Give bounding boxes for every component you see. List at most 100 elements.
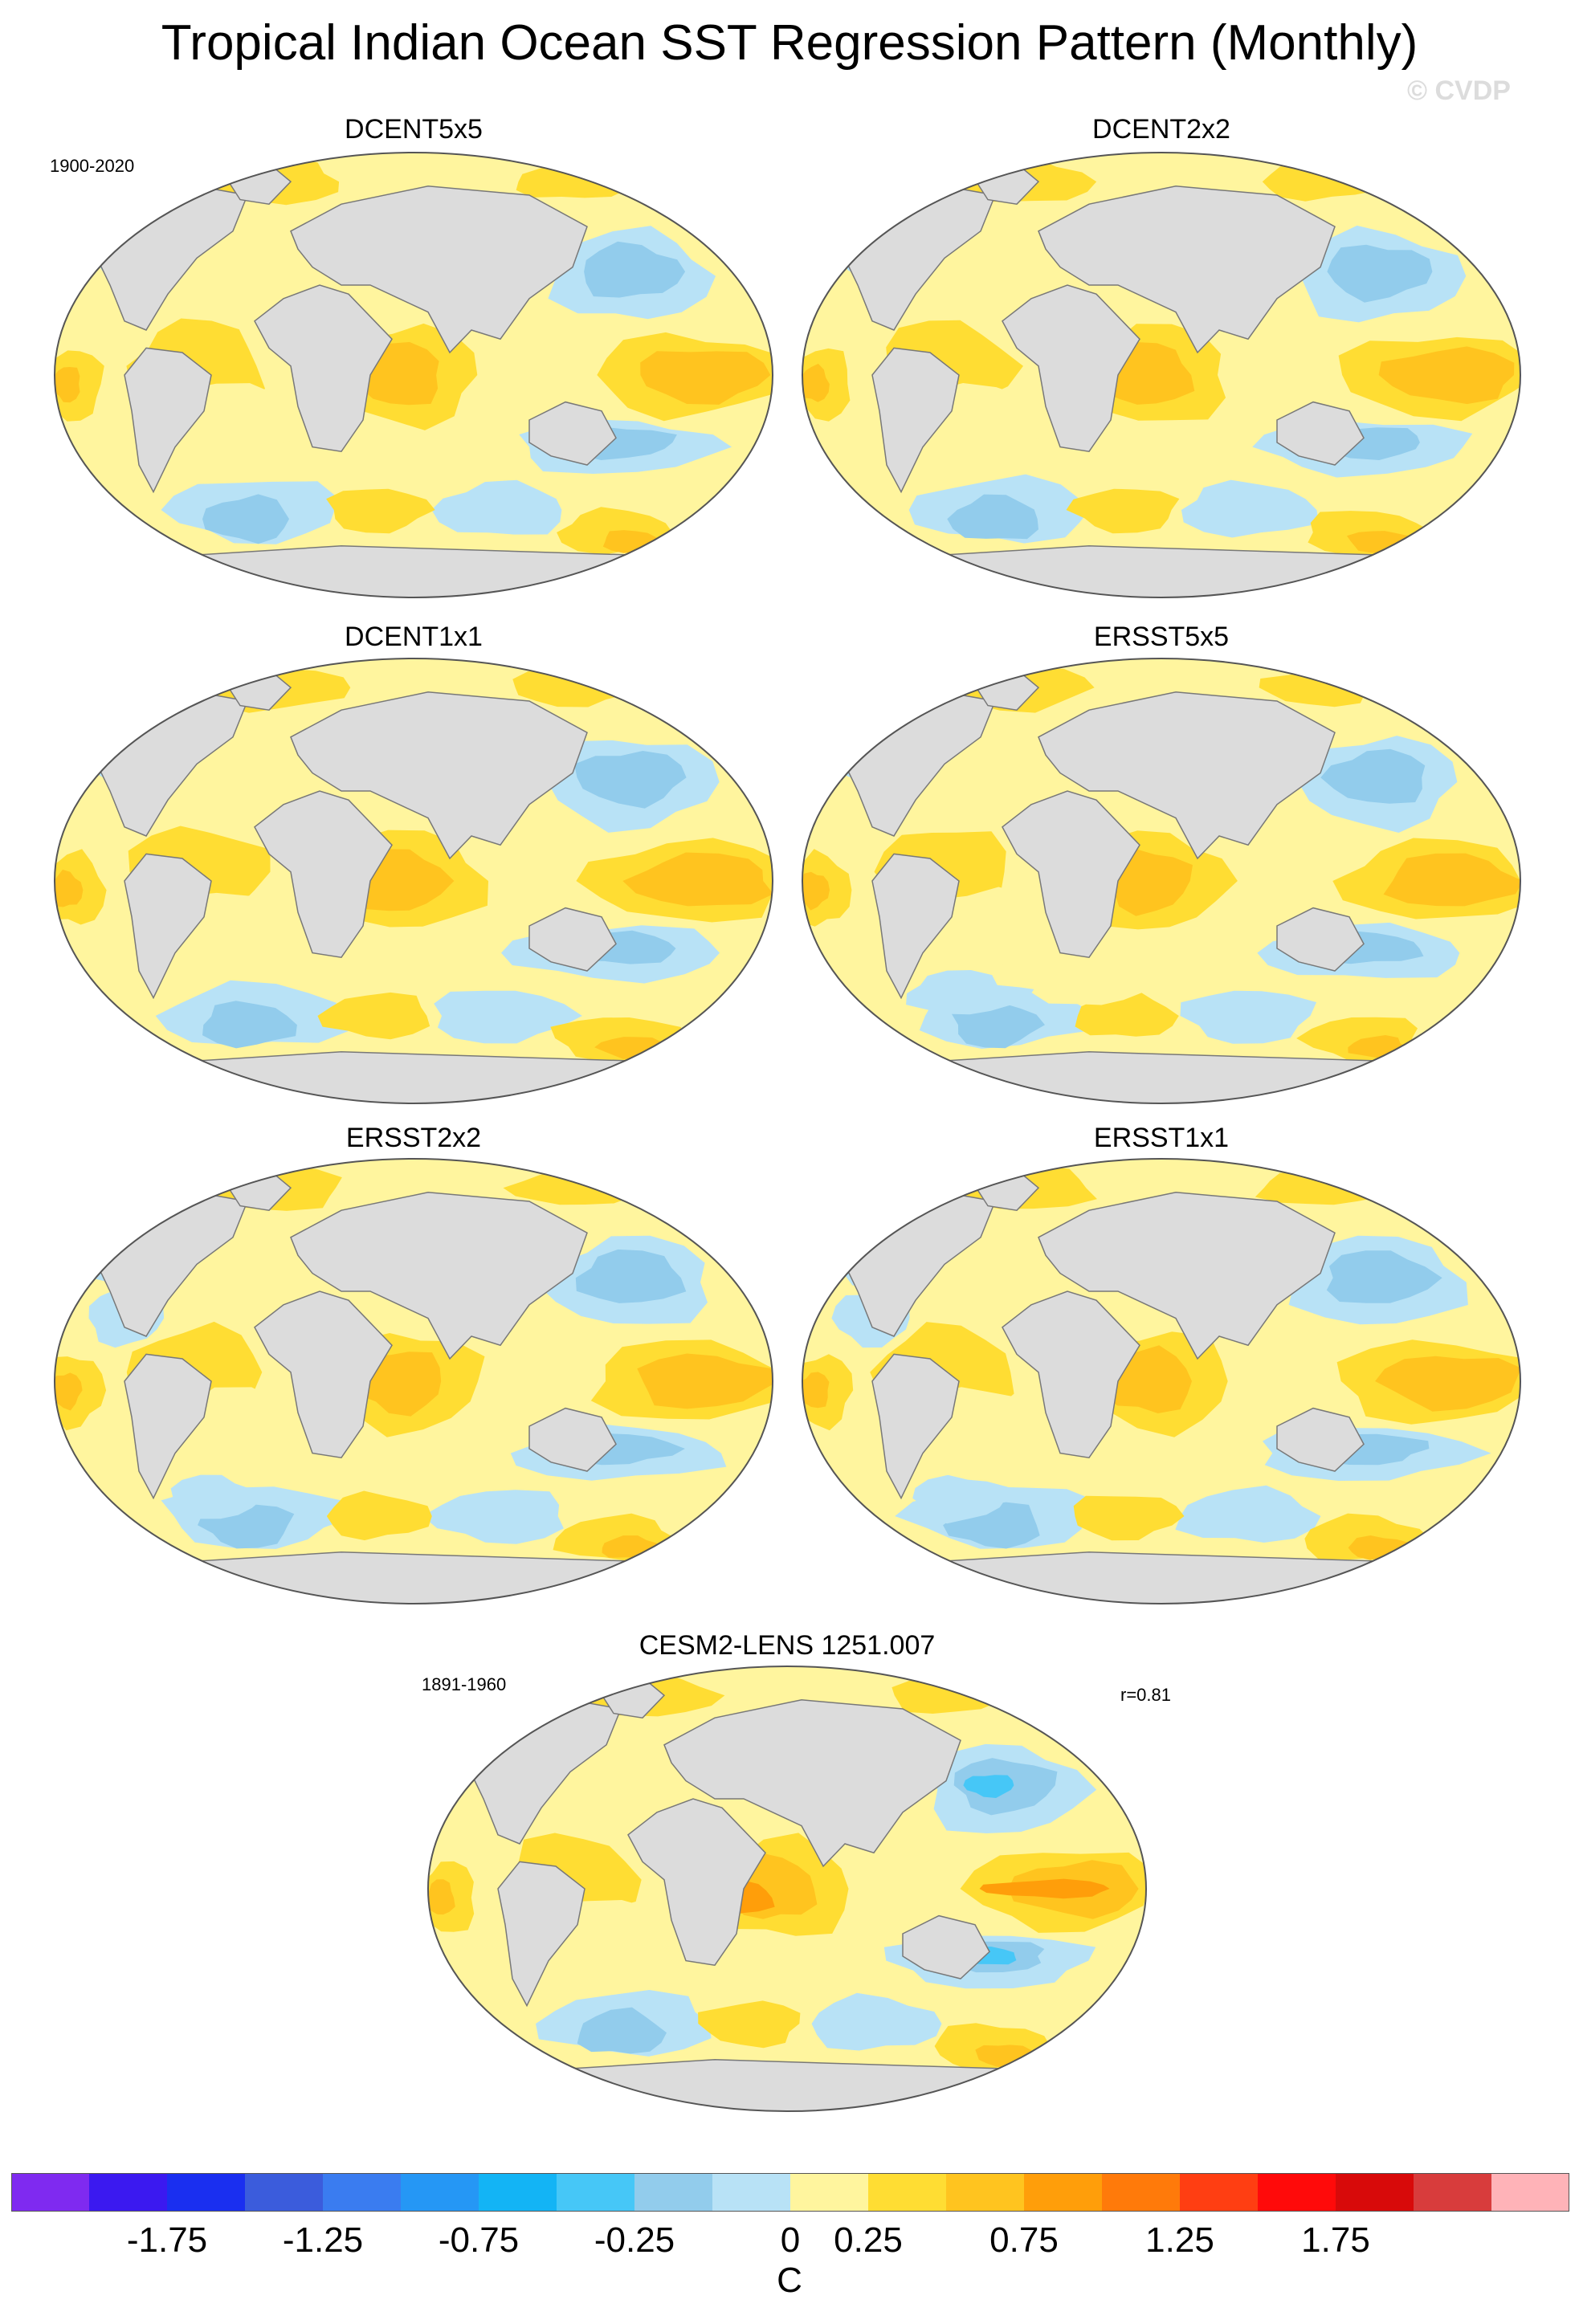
period-label-dcent5x5: 1900-2020: [50, 156, 135, 176]
anomaly-patch: [1180, 990, 1317, 1044]
colorbar: [11, 2173, 1569, 2212]
anomaly-patch: [802, 871, 830, 911]
anomaly-patch: [326, 488, 435, 534]
anomaly-patch: [963, 1775, 1014, 1798]
landmass: [1038, 186, 1336, 354]
anomaly-patch: [55, 1372, 83, 1411]
anomaly-patch: [434, 990, 582, 1044]
landmass: [1002, 284, 1140, 453]
period-label-cesm2: 1891-1960: [422, 1674, 507, 1694]
anomaly-patch: [1181, 479, 1320, 538]
anomaly-patch: [1066, 488, 1180, 534]
landmass: [835, 1551, 1487, 1604]
anomaly-patch: [912, 1474, 1008, 1524]
colorbar-swatch: [167, 2173, 245, 2212]
colorbar-swatch: [323, 2173, 401, 2212]
map-outline: [54, 658, 773, 1104]
page-title: Tropical Indian Ocean SST Regression Pat…: [161, 15, 1418, 71]
colorbar-swatch: [946, 2173, 1024, 2212]
anomaly-patch: [202, 494, 289, 544]
colorbar-border: [11, 2173, 1569, 2212]
anomaly-patch: [55, 367, 80, 403]
anomaly-patch: [811, 1992, 942, 2051]
landmass: [290, 691, 588, 860]
panel-title-dcent2x2: DCENT2x2: [1092, 114, 1230, 145]
anomaly-patch: [1378, 346, 1515, 405]
colorbar-tick-label: 1.25: [1145, 2220, 1214, 2260]
colorbar-swatch: [1414, 2173, 1491, 2212]
landmass: [1002, 790, 1140, 959]
colorbar-tick-label: 0.25: [834, 2220, 903, 2260]
colorbar-swatch: [245, 2173, 323, 2212]
colorbar-swatch: [1180, 2173, 1258, 2212]
colorbar-tick-label: 1.75: [1301, 2220, 1370, 2260]
anomaly-patch: [698, 2000, 801, 2049]
map-outline: [54, 152, 773, 598]
panel-title-dcent1x1: DCENT1x1: [345, 622, 483, 652]
colorbar-swatch: [401, 2173, 479, 2212]
landmass: [290, 186, 588, 354]
map-cesm2: [427, 1666, 1147, 2112]
landmass: [1276, 907, 1365, 972]
anomaly-patch: [979, 1878, 1110, 1899]
anomaly-patch: [326, 1490, 432, 1541]
anomaly-patch: [1375, 1356, 1520, 1412]
colorbar-swatch: [1024, 2173, 1102, 2212]
landmass: [254, 284, 393, 453]
landmass: [254, 790, 393, 959]
colorbar-swatch: [1258, 2173, 1336, 2212]
landmass: [1276, 1407, 1365, 1472]
landmass: [88, 1551, 740, 1604]
anomaly-patch: [431, 479, 562, 535]
anomaly-patch: [622, 852, 773, 907]
panel-title-ersst2x2: ERSST2x2: [345, 1123, 482, 1153]
anomaly-patch: [1175, 1485, 1321, 1543]
landmass: [88, 1051, 740, 1103]
anomaly-patch: [169, 1474, 263, 1519]
watermark: © CVDP: [1407, 75, 1511, 106]
anomaly-patch: [802, 363, 830, 402]
colorbar-swatch: [868, 2173, 946, 2212]
anomaly-patch: [575, 1249, 687, 1303]
anomaly-patch: [574, 751, 687, 809]
map-ersst5x5: [802, 658, 1521, 1104]
anomaly-patch: [428, 1879, 455, 1915]
landmass: [871, 1353, 960, 1500]
landmass: [835, 545, 1487, 597]
anomaly-patch: [1320, 748, 1426, 804]
landmass: [663, 1699, 961, 1868]
landmass: [627, 1798, 766, 1967]
anomaly-patch: [802, 1372, 830, 1409]
landmass: [528, 401, 617, 466]
panel-title-cesm2: CESM2-LENS 1251.007: [639, 1630, 936, 1661]
colorbar-swatch: [712, 2173, 790, 2212]
map-outline: [54, 1158, 773, 1604]
landmass: [902, 1914, 990, 1979]
landmass: [254, 1290, 393, 1459]
anomaly-patch: [1327, 244, 1433, 303]
colorbar-tick-label: -0.75: [438, 2220, 520, 2260]
anomaly-patch: [1031, 951, 1156, 1005]
landmass: [88, 545, 740, 597]
landmass: [124, 1353, 212, 1500]
map-outline: [802, 658, 1521, 1104]
map-ersst2x2: [54, 1158, 773, 1604]
map-ersst1x1: [802, 1158, 1521, 1604]
panel-title-dcent5x5: DCENT5x5: [345, 114, 483, 145]
anomaly-patch: [202, 1001, 297, 1049]
anomaly-patch: [317, 992, 430, 1040]
anomaly-patch: [1073, 1495, 1185, 1541]
colorbar-tick-label: 0: [780, 2220, 801, 2260]
panel-title-ersst5x5: ERSST5x5: [1093, 622, 1230, 652]
anomaly-patch: [952, 1003, 1045, 1049]
colorbar-swatch: [634, 2173, 712, 2212]
landmass: [124, 853, 212, 1000]
map-outline: [427, 1666, 1147, 2112]
landmass: [1038, 1192, 1336, 1360]
panel-title-ersst1x1: ERSST1x1: [1093, 1123, 1230, 1153]
anomaly-patch: [55, 869, 84, 907]
anomaly-patch: [947, 494, 1038, 540]
colorbar-tick-label: -1.25: [282, 2220, 364, 2260]
landmass: [528, 907, 617, 972]
colorbar-swatch: [1491, 2173, 1569, 2212]
